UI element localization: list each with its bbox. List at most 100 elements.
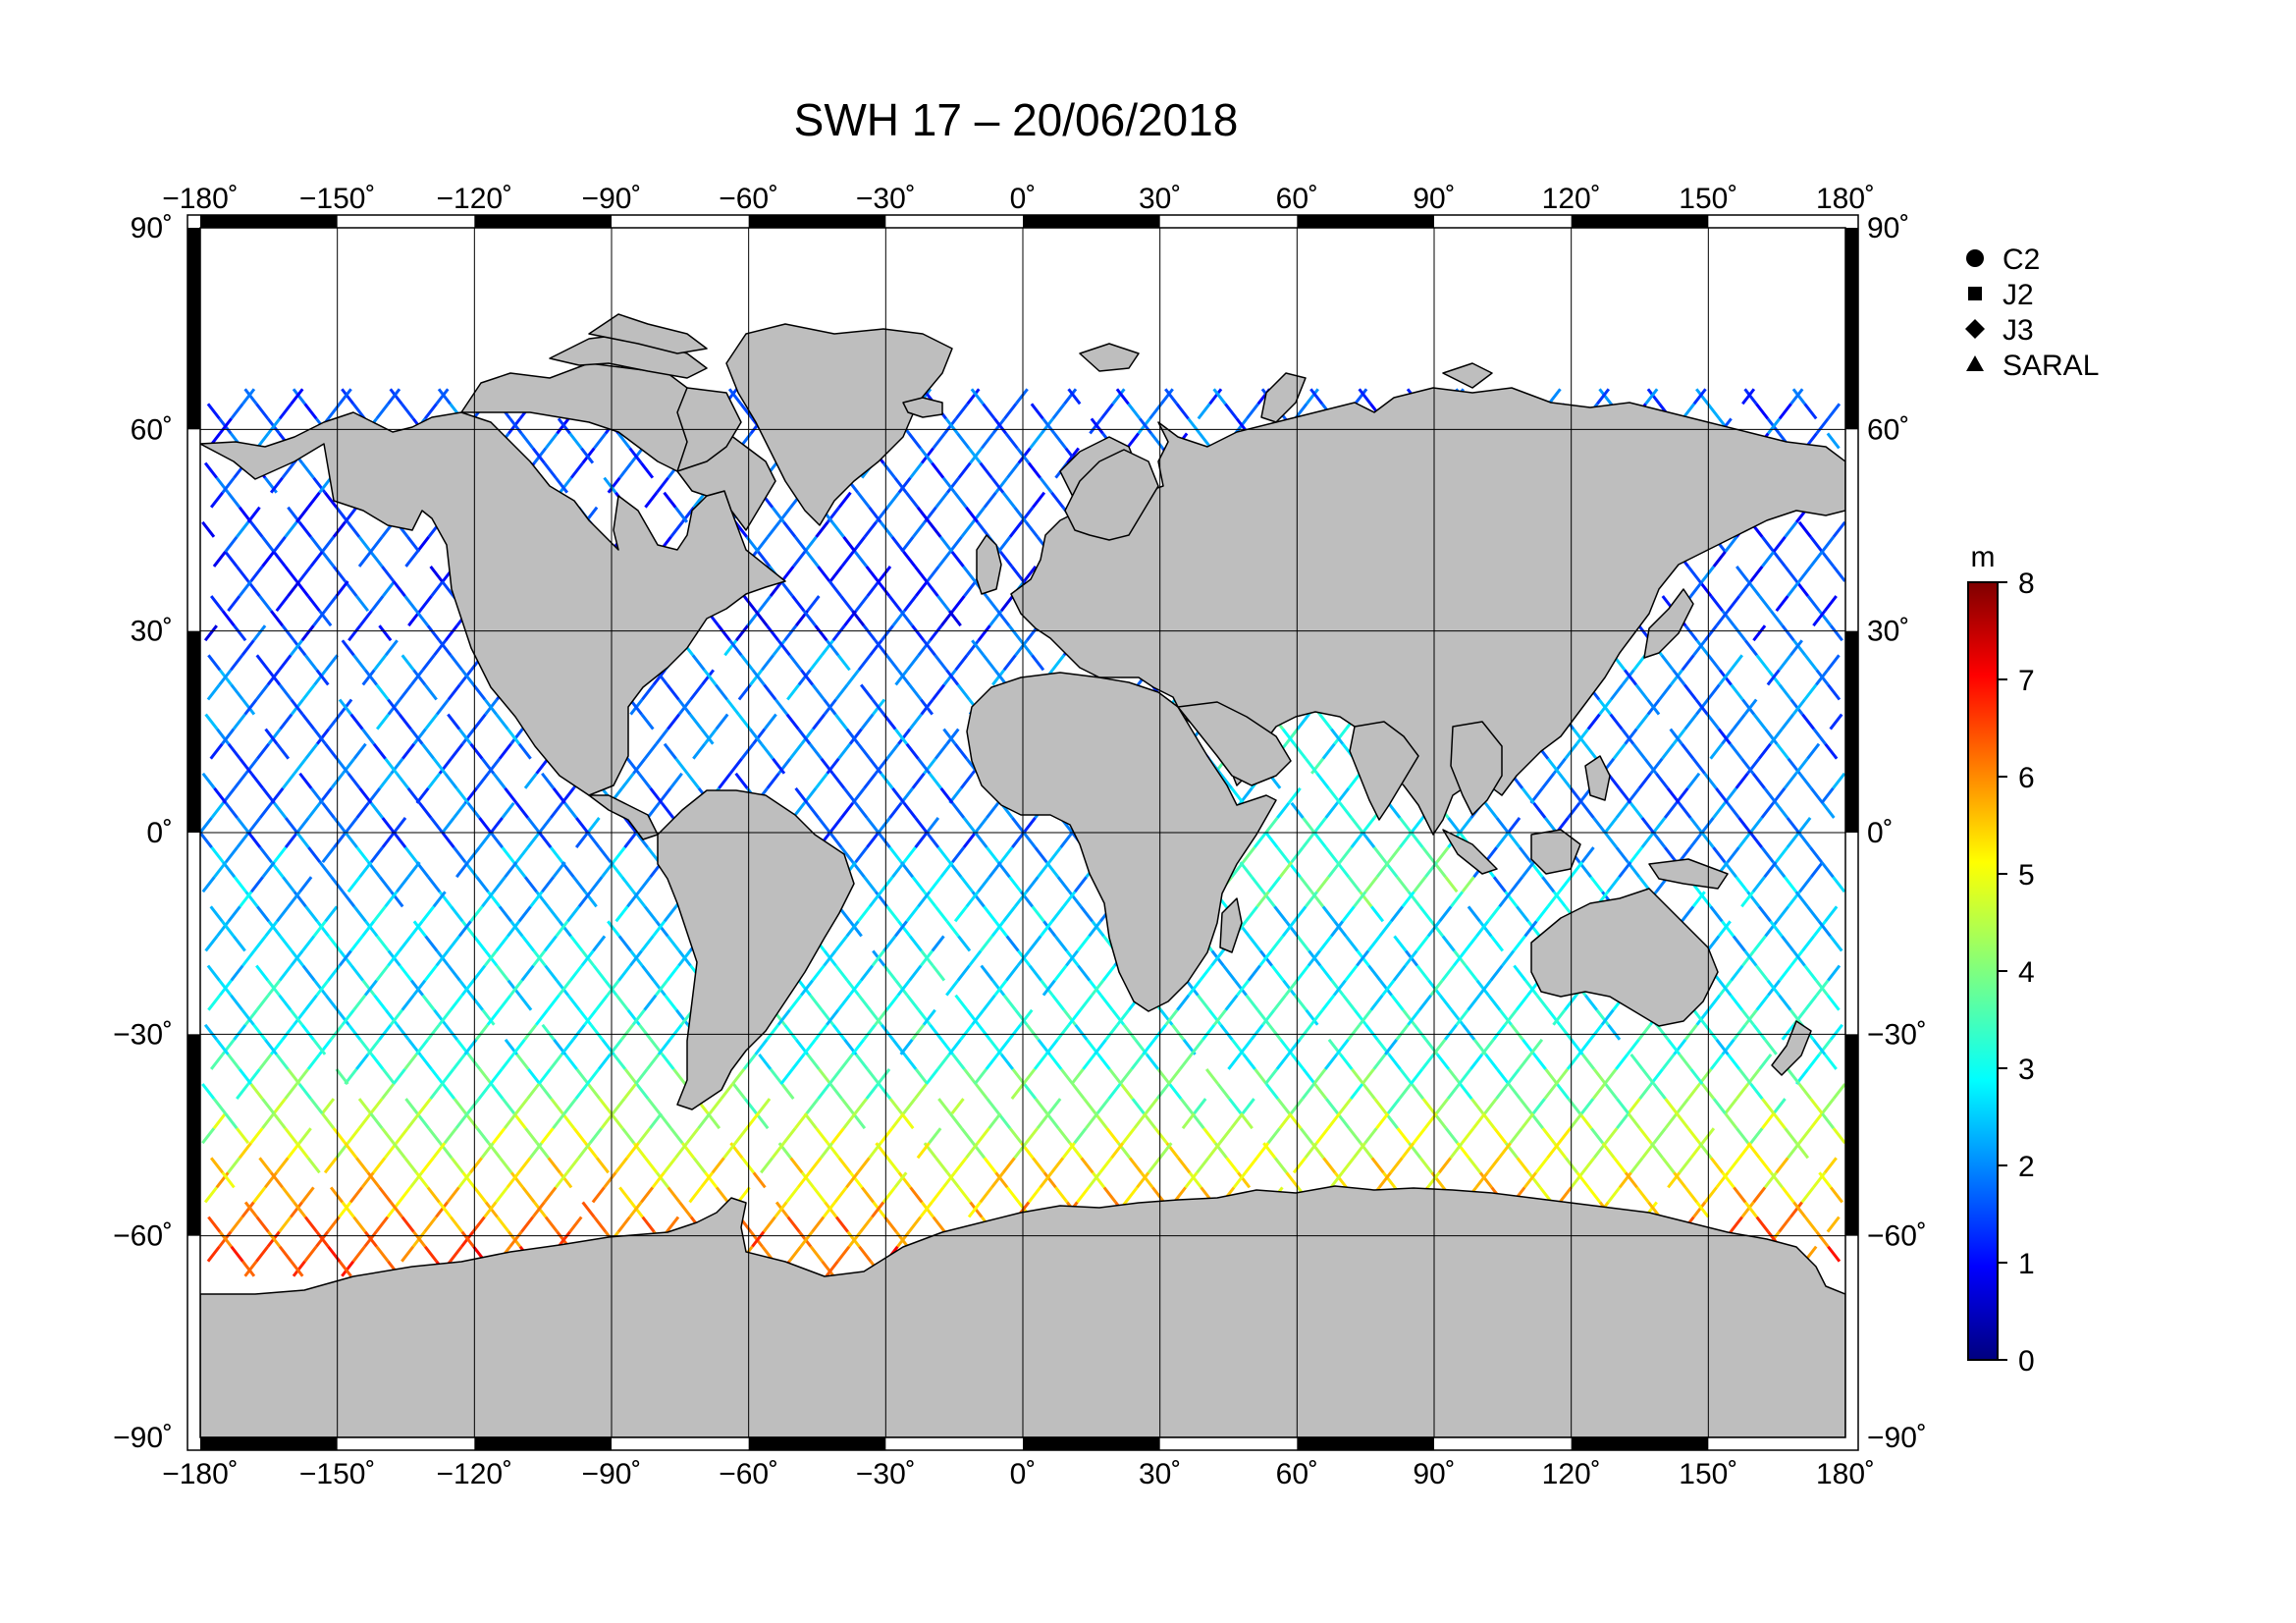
track-segment — [1387, 1053, 1402, 1070]
track-segment — [1621, 728, 1635, 745]
track-segment — [931, 935, 945, 952]
track-segment — [866, 1068, 881, 1085]
track-segment — [1001, 1157, 1016, 1174]
track-segment — [1797, 832, 1812, 848]
track-segment — [1404, 949, 1418, 967]
track-segment — [669, 1127, 684, 1145]
track-segment — [344, 817, 358, 834]
track-segment — [1522, 1171, 1538, 1189]
track-segment — [1735, 876, 1749, 893]
track-segment — [1532, 801, 1547, 819]
lat-tick-label-left: 0˚ — [146, 817, 173, 849]
track-segment — [1629, 801, 1644, 819]
track-segment — [1392, 964, 1407, 982]
track-segment — [1686, 566, 1701, 582]
track-segment — [393, 817, 407, 834]
track-segment — [1138, 417, 1153, 435]
track-segment — [1624, 1171, 1638, 1189]
track-segment — [688, 1186, 703, 1204]
track-segment — [468, 1157, 483, 1174]
track-segment — [1051, 403, 1066, 420]
track-segment — [1278, 1112, 1293, 1130]
track-segment — [1293, 905, 1308, 923]
track-segment — [206, 683, 221, 701]
track-segment — [256, 905, 271, 923]
track-segment — [495, 713, 509, 730]
track-segment — [1363, 1127, 1378, 1145]
track-segment — [527, 1068, 542, 1085]
track-segment — [521, 1186, 536, 1204]
track-segment — [641, 1216, 656, 1233]
track-segment — [865, 1083, 880, 1100]
track-segment — [361, 920, 376, 938]
track-segment — [279, 713, 294, 730]
track-segment — [839, 1053, 854, 1070]
track-segment — [508, 417, 523, 435]
track-segment — [246, 506, 261, 523]
track-segment — [822, 1201, 836, 1218]
track-segment — [249, 1127, 264, 1145]
track-segment — [1099, 994, 1114, 1011]
track-segment — [666, 964, 680, 982]
track-segment — [1797, 1083, 1812, 1100]
track-segment — [426, 1186, 441, 1204]
track-segment — [817, 817, 831, 834]
lon-tick-label-bottom: 150˚ — [1679, 1458, 1737, 1490]
track-segment — [249, 772, 264, 789]
track-segment — [423, 683, 438, 701]
track-segment — [880, 520, 894, 538]
track-segment — [666, 683, 680, 701]
track-segment — [999, 846, 1014, 864]
track-segment — [830, 1127, 845, 1145]
track-segment — [293, 757, 307, 775]
track-segment — [1230, 786, 1245, 804]
track-segment — [1420, 1053, 1435, 1070]
track-segment — [908, 964, 923, 982]
lat-tick-label-right: 0˚ — [1867, 817, 1894, 849]
legend-marker-triangle — [1966, 355, 1984, 371]
track-segment — [1803, 1216, 1818, 1233]
track-segment — [1737, 1068, 1752, 1085]
track-segment — [507, 979, 521, 997]
track-segment — [840, 1098, 855, 1115]
lon-tick-label-bottom: 0˚ — [1010, 1458, 1037, 1490]
track-segment — [945, 1171, 961, 1189]
track-segment — [1052, 432, 1067, 450]
lon-tick-label-top: −150˚ — [299, 183, 376, 215]
track-segment — [885, 742, 900, 760]
track-segment — [429, 817, 444, 834]
track-segment — [1755, 403, 1770, 420]
track-segment — [598, 1098, 613, 1115]
track-segment — [767, 520, 781, 538]
track-segment — [1237, 1171, 1252, 1189]
track-segment — [614, 1157, 629, 1174]
track-segment — [1410, 1068, 1424, 1085]
track-segment — [833, 1186, 848, 1204]
track-segment — [549, 801, 563, 819]
track-segment — [786, 683, 801, 701]
track-segment — [1302, 1068, 1316, 1085]
track-segment — [324, 905, 339, 923]
legend-marker-diamond — [1965, 319, 1985, 339]
track-segment — [369, 801, 384, 819]
track-segment — [289, 1201, 304, 1218]
track-segment — [893, 1171, 908, 1189]
track-segment — [886, 491, 901, 509]
track-segment — [315, 728, 331, 745]
track-segment — [932, 432, 946, 450]
track-segment — [1726, 801, 1740, 819]
track-segment — [324, 994, 339, 1011]
track-segment — [566, 905, 581, 923]
track-segment — [979, 461, 993, 479]
track-segment — [1778, 403, 1792, 420]
track-segment — [396, 772, 410, 789]
track-segment — [1812, 920, 1827, 938]
track-segment — [848, 920, 863, 938]
track-segment — [697, 1112, 712, 1130]
legend-label: C2 — [2002, 243, 2040, 276]
track-segment — [1518, 846, 1532, 864]
track-segment — [323, 1157, 338, 1174]
track-segment — [803, 1112, 818, 1130]
track-segment — [1350, 817, 1364, 834]
track-segment — [247, 832, 262, 848]
